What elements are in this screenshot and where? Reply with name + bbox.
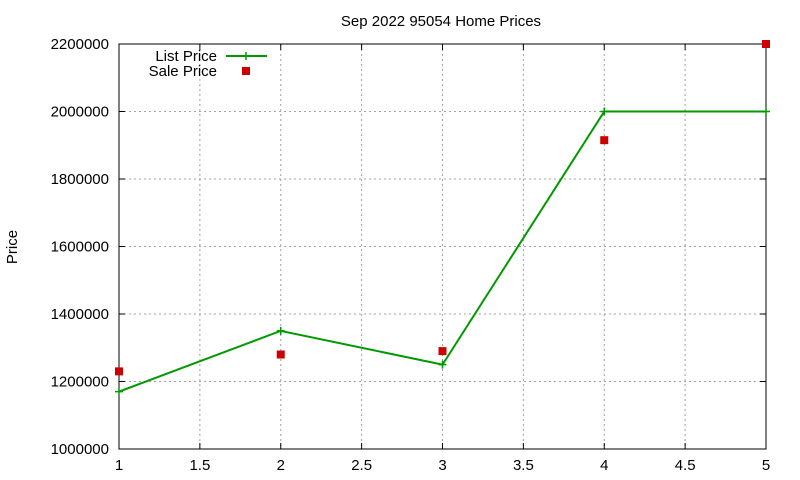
legend-label: List Price [155, 48, 217, 65]
y-tick-label: 1000000 [51, 441, 109, 458]
y-tick-label: 2200000 [51, 36, 109, 53]
y-tick-labels: 1000000 1200000 1400000 1600000 1800000 20000… [51, 36, 109, 458]
x-tick-label: 2 [277, 457, 285, 474]
x-tick-label: 4.5 [675, 457, 696, 474]
chart-title: Sep 2022 95054 Home Prices [341, 13, 541, 30]
sale-price-point [600, 136, 609, 145]
x-tick-label: 2.5 [351, 457, 372, 474]
sale-price-point [762, 40, 770, 48]
y-tick-label: 1400000 [51, 306, 109, 323]
y-tick-label: 1200000 [51, 374, 109, 391]
list-price-point [438, 360, 447, 369]
series-sale-price [115, 40, 770, 376]
list-price-point [276, 326, 285, 335]
grid [119, 44, 766, 449]
x-tick-label: 1.5 [189, 457, 210, 474]
tick-marks [118, 43, 767, 450]
sale-price-point [276, 350, 285, 359]
x-tick-label: 4 [600, 457, 608, 474]
sale-price-point [438, 347, 447, 356]
list-price-point [600, 107, 609, 116]
legend-label: Sale Price [149, 63, 217, 80]
x-tick-labels: 1 1.5 2 2.5 3 3.5 4 4.5 5 [115, 457, 770, 474]
legend-swatch-cross [242, 52, 250, 60]
list-price-point [115, 387, 123, 396]
y-axis-label: Price [4, 230, 21, 264]
legend-swatch-square [242, 67, 250, 75]
series-list-price [115, 107, 770, 396]
y-tick-label: 1600000 [51, 239, 109, 256]
series [115, 40, 770, 396]
sale-price-point [115, 367, 123, 376]
list-price-point [762, 107, 770, 116]
y-tick-label: 1800000 [51, 171, 109, 188]
x-tick-label: 1 [115, 457, 123, 474]
x-tick-label: 3 [438, 457, 446, 474]
y-tick-label: 2000000 [51, 104, 109, 121]
x-tick-label: 5 [762, 457, 770, 474]
x-tick-label: 3.5 [513, 457, 534, 474]
